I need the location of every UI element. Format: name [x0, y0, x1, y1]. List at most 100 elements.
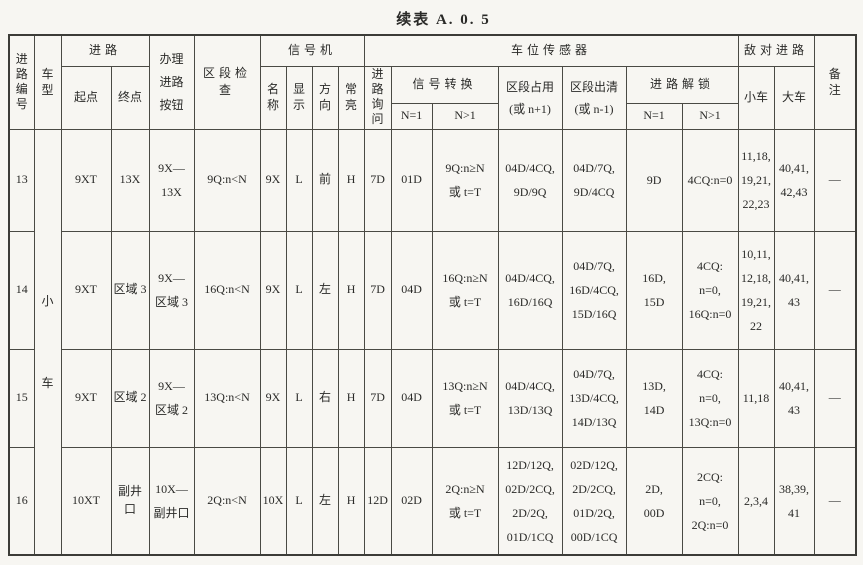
- table-row: 14 9XT 区域 3 9X— 区域 3 16Q:n<N 9X L 左 H 7D …: [8, 230, 857, 350]
- cell-unlock-n1: 16D, 15D: [625, 230, 683, 350]
- cell-start: 10XT: [60, 446, 112, 556]
- header-section-check-label: 区段检查: [203, 65, 252, 98]
- cell-note: —: [813, 348, 857, 448]
- header-route: 进路: [60, 34, 150, 67]
- header-vehicle-type-label: 车型: [41, 66, 54, 97]
- cell-steady: H: [337, 348, 365, 448]
- cell-section-check: 2Q:n<N: [193, 446, 261, 556]
- cell-clear: 04D/7Q, 9D/4CQ: [561, 128, 627, 232]
- table-row: 16 10XT 副井口 10X— 副井口 2Q:n<N 10X L 左 H 12D…: [8, 446, 857, 556]
- header-section-check: 区段检查: [193, 34, 261, 130]
- header-small-car: 小车: [737, 65, 775, 130]
- header-route-unlock-label: 进路解锁: [650, 76, 715, 91]
- header-hostile-routes-label: 敌对进路: [744, 43, 809, 58]
- cell-direction: 前: [311, 128, 339, 232]
- cell-section-check: 13Q:n<N: [193, 348, 261, 448]
- header-display: 显示: [285, 65, 313, 130]
- cell-clear: 04D/7Q, 13D/4CQ, 14D/13Q: [561, 348, 627, 448]
- header-sensor-label: 车位传感器: [511, 43, 592, 58]
- cell-vehicle-group: 小车: [33, 128, 62, 556]
- cell-clear: 04D/7Q, 16D/4CQ, 15D/16Q: [561, 230, 627, 350]
- header-route-label: 进路: [89, 43, 122, 58]
- cell-switch-ngt1: 2Q:n≥N 或 t=T: [431, 446, 499, 556]
- cell-signal-name: 10X: [259, 446, 287, 556]
- cell-steady: H: [337, 230, 365, 350]
- cell-hostile-large: 40,41, 43: [773, 230, 815, 350]
- cell-note: —: [813, 230, 857, 350]
- header-steady-on-label: 常亮: [345, 81, 358, 112]
- cell-switch-ngt1: 16Q:n≥N 或 t=T: [431, 230, 499, 350]
- cell-query: 7D: [363, 348, 392, 448]
- cell-route-button: 9X— 区域 2: [148, 348, 195, 448]
- cell-unlock-ngt1: 4CQ:n=0: [681, 128, 739, 232]
- cell-switch-n1: 04D: [390, 348, 433, 448]
- cell-clear: 02D/12Q, 2D/2CQ, 01D/2Q, 00D/1CQ: [561, 446, 627, 556]
- header-hostile-routes: 敌对进路: [737, 34, 815, 67]
- header-small-car-label: 小车: [744, 89, 769, 104]
- cell-end: 区域 3: [110, 230, 150, 350]
- route-control-table: 进路编号 车型 进路 办理 进路 按钮 区段检查 信号机 车位传感器 敌对进路 备注…: [8, 34, 858, 556]
- cell-unlock-ngt1: 4CQ: n=0, 13Q:n=0: [681, 348, 739, 448]
- header-signal: 信号机: [259, 34, 365, 67]
- cell-unlock-n1: 9D: [625, 128, 683, 232]
- cell-steady: H: [337, 128, 365, 232]
- header-signal-name-label: 名称: [267, 81, 280, 112]
- cell-unlock-ngt1: 2CQ: n=0, 2Q:n=0: [681, 446, 739, 556]
- cell-section-check: 16Q:n<N: [193, 230, 261, 350]
- header-section-clear: 区段出清 (或 n-1): [561, 65, 627, 130]
- cell-hostile-large: 40,41, 42,43: [773, 128, 815, 232]
- cell-query: 12D: [363, 446, 392, 556]
- cell-display: L: [285, 128, 313, 232]
- cell-display: L: [285, 446, 313, 556]
- header-route-query-label: 进路询问: [371, 66, 384, 126]
- cell-display: L: [285, 230, 313, 350]
- vehicle-group-label: 小车: [41, 293, 54, 390]
- cell-signal-name: 9X: [259, 348, 287, 448]
- header-signal-switch-label: 信号转换: [412, 76, 477, 91]
- cell-route-no: 15: [8, 348, 35, 448]
- cell-query: 7D: [363, 128, 392, 232]
- header-start: 起点: [60, 65, 112, 130]
- cell-route-no: 14: [8, 230, 35, 350]
- header-route-number-label: 进路编号: [15, 51, 28, 111]
- cell-end: 13X: [110, 128, 150, 232]
- cell-switch-n1: 01D: [390, 128, 433, 232]
- table-title: 续表 A. 0. 5: [396, 12, 491, 28]
- header-direction-label: 方向: [319, 81, 332, 112]
- cell-query: 7D: [363, 230, 392, 350]
- cell-note: —: [813, 128, 857, 232]
- header-switch-n-gt-1: N>1: [431, 102, 499, 130]
- cell-signal-name: 9X: [259, 230, 287, 350]
- cell-hostile-small: 10,11, 12,18, 19,21, 22: [737, 230, 775, 350]
- cell-occupied: 04D/4CQ, 9D/9Q: [497, 128, 563, 232]
- cell-section-check: 9Q:n<N: [193, 128, 261, 232]
- cell-occupied: 04D/4CQ, 13D/13Q: [497, 348, 563, 448]
- cell-direction: 右: [311, 348, 339, 448]
- cell-occupied: 12D/12Q, 02D/2CQ, 2D/2Q, 01D/1CQ: [497, 446, 563, 556]
- header-vehicle-type: 车型: [33, 34, 62, 130]
- cell-route-button: 9X— 13X: [148, 128, 195, 232]
- cell-hostile-large: 38,39, 41: [773, 446, 815, 556]
- header-sensor: 车位传感器: [363, 34, 739, 67]
- header-switch-n-eq-1: N=1: [390, 102, 433, 130]
- cell-route-no: 16: [8, 446, 35, 556]
- cell-switch-n1: 02D: [390, 446, 433, 556]
- cell-switch-ngt1: 13Q:n≥N 或 t=T: [431, 348, 499, 448]
- table-row: 15 9XT 区域 2 9X— 区域 2 13Q:n<N 9X L 右 H 7D …: [8, 348, 857, 448]
- header-route-query: 进路询问: [363, 65, 392, 130]
- header-signal-label: 信号机: [288, 43, 337, 58]
- cell-start: 9XT: [60, 348, 112, 448]
- header-section-occupied: 区段占用 (或 n+1): [497, 65, 563, 130]
- cell-hostile-small: 11,18: [737, 348, 775, 448]
- cell-route-button: 9X— 区域 3: [148, 230, 195, 350]
- cell-route-no: 13: [8, 128, 35, 232]
- cell-switch-ngt1: 9Q:n≥N 或 t=T: [431, 128, 499, 232]
- cell-display: L: [285, 348, 313, 448]
- cell-start: 9XT: [60, 230, 112, 350]
- cell-steady: H: [337, 446, 365, 556]
- header-large-car: 大车: [773, 65, 815, 130]
- header-large-car-label: 大车: [782, 89, 807, 104]
- header-unlock-n-eq-1: N=1: [625, 102, 683, 130]
- cell-unlock-n1: 13D, 14D: [625, 348, 683, 448]
